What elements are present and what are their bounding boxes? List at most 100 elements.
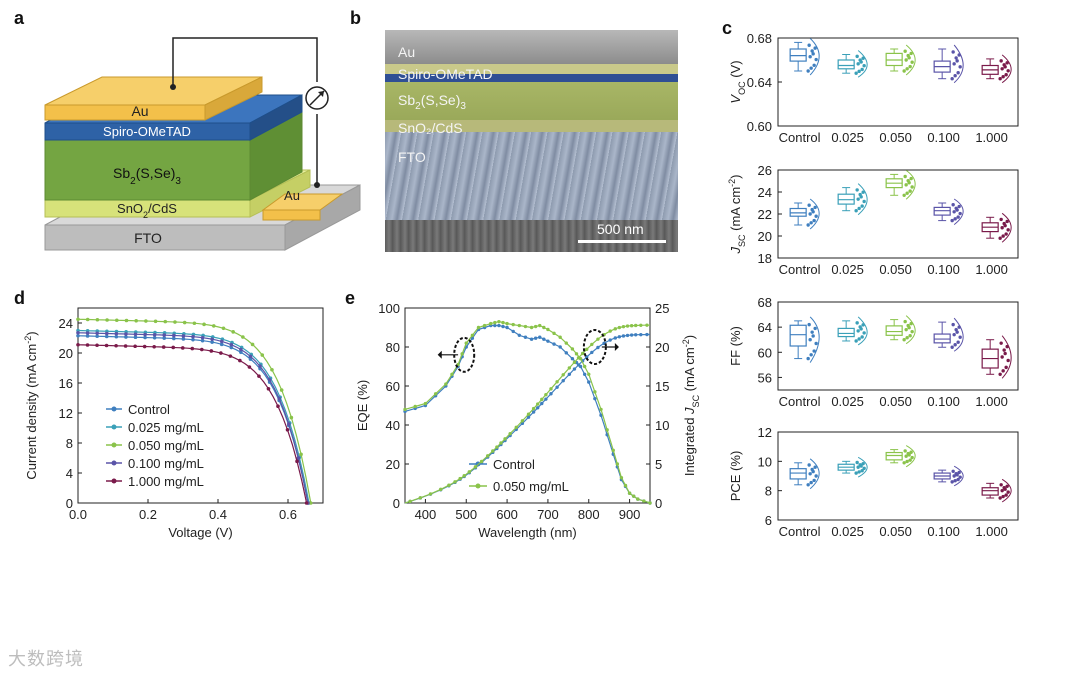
jv-point: [181, 334, 186, 338]
y2-label-part: J: [682, 407, 697, 415]
scale-bar: [578, 240, 666, 243]
data-point: [904, 327, 908, 332]
eqe-point: [523, 324, 528, 329]
integrated-point: [526, 412, 531, 416]
panel-label-c: c: [722, 18, 733, 38]
integrated-curve-0: [404, 333, 650, 504]
eqe-point: [538, 335, 542, 339]
jv-point: [200, 338, 205, 343]
legend-label: Control: [128, 402, 170, 417]
jv-point: [247, 365, 252, 369]
jv-point: [85, 317, 90, 322]
data-point: [998, 236, 1002, 240]
data-point: [953, 217, 957, 221]
eqe-point: [552, 331, 556, 336]
data-point: [808, 212, 812, 216]
distribution-curve: [905, 169, 916, 200]
jv-point: [114, 343, 118, 348]
integrated-point: [555, 380, 559, 384]
data-point: [862, 64, 866, 68]
distribution-curve: [809, 316, 820, 363]
jv-point: [162, 336, 167, 340]
jv-point: [299, 452, 303, 457]
eqe-point: [599, 407, 603, 412]
integrated-point: [549, 392, 553, 396]
data-point: [814, 214, 818, 218]
x-category-label: 1.000: [975, 394, 1008, 409]
y-tick-label: 12: [59, 406, 73, 421]
integrated-point: [634, 323, 638, 328]
eqe-point: [593, 396, 597, 401]
box-0: [789, 324, 807, 347]
integrated-point: [567, 372, 572, 376]
integrated-point: [428, 492, 433, 496]
eqe-point: [505, 321, 509, 326]
data-point: [1000, 226, 1004, 230]
data-point: [951, 322, 955, 327]
eqe-point: [529, 325, 534, 330]
jv-point: [248, 354, 253, 359]
box-0: [789, 468, 807, 480]
eqe-point: [511, 322, 515, 327]
y2-axis-label: Integrated JSC (mA cm-2): [681, 335, 701, 476]
data-point: [999, 341, 1003, 345]
data-point: [806, 483, 810, 487]
data-point: [998, 496, 1002, 500]
jv-point: [286, 422, 291, 426]
data-point: [952, 210, 956, 214]
data-point: [855, 54, 859, 59]
jv-point: [219, 351, 223, 355]
y-tick-label: 0.64: [747, 75, 772, 90]
arrowhead-right: [614, 343, 619, 351]
eqe-point: [552, 342, 556, 346]
data-point: [808, 472, 812, 476]
label-absorber: Sb2(S,Se)3: [113, 165, 181, 187]
data-point: [908, 458, 912, 462]
data-point: [855, 321, 859, 325]
data-point: [810, 49, 814, 53]
eqe-point: [570, 357, 575, 361]
data-point: [953, 343, 957, 347]
jv-point: [95, 343, 99, 348]
data-point: [910, 455, 914, 460]
y-label-close: ): [728, 174, 743, 178]
data-point: [860, 204, 864, 208]
integrated-point: [536, 406, 540, 410]
data-point: [808, 338, 812, 342]
x-category-label: 0.025: [831, 262, 864, 277]
x-category-label: Control: [779, 130, 821, 145]
data-point: [807, 203, 811, 207]
plot-frame: [77, 307, 324, 504]
data-point: [958, 65, 962, 69]
data-point: [904, 454, 908, 458]
distribution-curve: [857, 183, 868, 216]
y-tick-label: 24: [758, 185, 772, 200]
data-point: [905, 191, 909, 195]
integrated-point: [531, 406, 536, 411]
eqe-point: [450, 372, 454, 376]
y-tick-label: 0.60: [747, 119, 772, 134]
data-point: [905, 459, 909, 464]
data-point: [910, 185, 914, 189]
y-tick-label: 80: [386, 340, 400, 355]
x-category-label: 0.025: [831, 524, 864, 539]
legend-label: 0.050 mg/mL: [493, 479, 569, 494]
jv-point: [228, 354, 233, 358]
data-point: [904, 58, 908, 62]
au-front-face: [44, 104, 206, 121]
eqe-point: [501, 320, 505, 325]
data-point: [908, 64, 912, 69]
jv-point: [267, 378, 272, 382]
integrated-point: [634, 333, 638, 337]
y2-label-part: (mA cm: [682, 347, 697, 395]
y-label-text: Current density (mA cm: [24, 344, 39, 480]
data-point: [951, 50, 955, 54]
y2-tick-label: 10: [655, 418, 669, 433]
integrated-point: [590, 342, 594, 347]
eqe-point: [433, 392, 438, 396]
data-point: [860, 67, 864, 72]
eqe-point: [501, 324, 505, 329]
jv-point: [211, 324, 216, 328]
data-point: [856, 465, 860, 469]
data-point: [812, 478, 816, 483]
